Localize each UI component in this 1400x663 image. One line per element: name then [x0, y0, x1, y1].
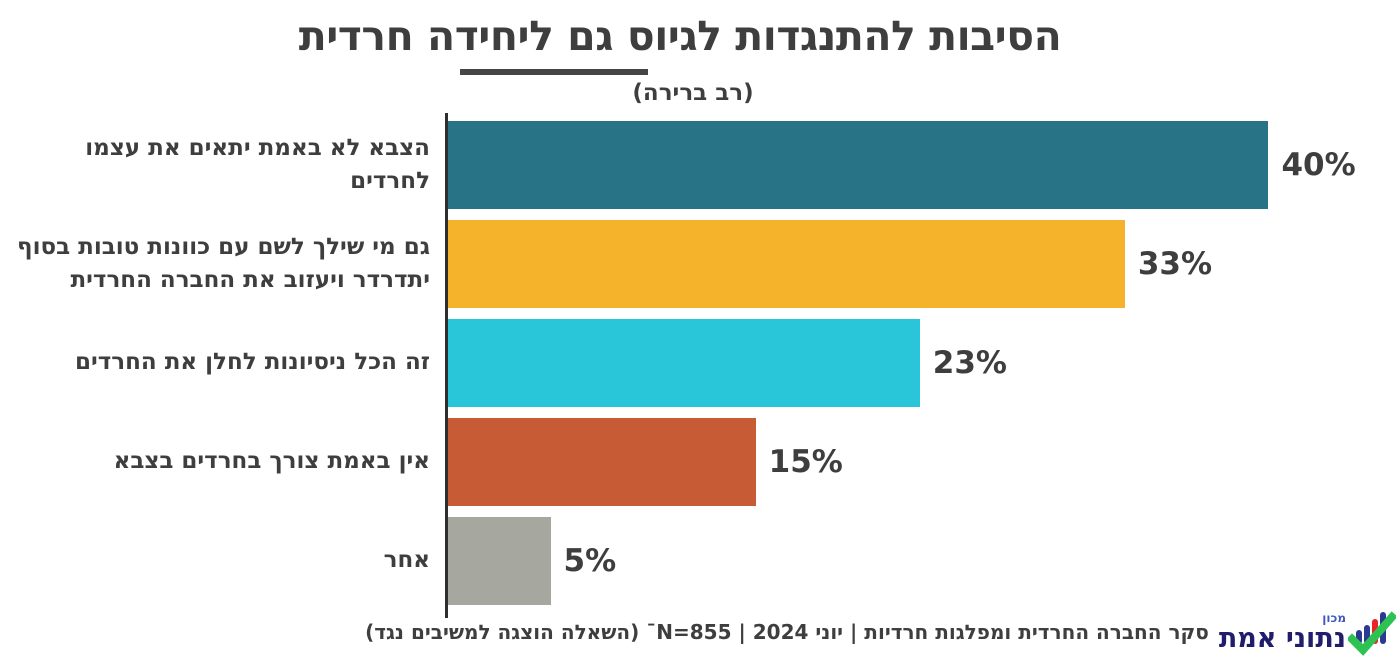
bar-row: הצבא לא באמת יתאים את עצמו לחרדים 40% [0, 121, 1400, 209]
value-label: 5% [563, 543, 617, 579]
value-label: 15% [768, 444, 843, 480]
bar [448, 418, 756, 506]
bar [448, 220, 1125, 308]
bar-row: זה הכל ניסיונות לחלן את החרדים 23% [0, 319, 1400, 407]
bar-chart-checkmark-icon [1348, 611, 1396, 656]
category-label: גם מי שילך לשם עם כוונות טובות בסוף יתדר… [17, 233, 430, 293]
logo-name: נתוני אמת [1218, 623, 1346, 654]
chart-title: הסיבות להתנגדות לגיוס גם ליחידה חרדית [298, 12, 1062, 60]
bar [448, 319, 920, 407]
category-label: אין באמת צורך בחרדים בצבא [113, 448, 430, 475]
footer: מכון נתוני אמת סקר החברה החרדית ומפלגות … [361, 603, 1396, 661]
logo: מכון נתוני אמת [1219, 606, 1396, 658]
bar-row: גם מי שילך לשם עם כוונות טובות בסוף יתדר… [0, 220, 1400, 308]
bar-area: 40% [448, 121, 1400, 209]
bar [448, 517, 551, 605]
logo-text: מכון נתוני אמת [1219, 612, 1346, 652]
title-underline [460, 69, 648, 75]
chart-rows: הצבא לא באמת יתאים את עצמו לחרדים 40% גם… [0, 121, 1400, 616]
bar-area: 15% [448, 418, 1400, 506]
bar-area: 5% [448, 517, 1400, 605]
bar-chart: הצבא לא באמת יתאים את עצמו לחרדים 40% גם… [0, 113, 1400, 633]
source-note: סקר החברה החרדית ומפלגות חרדיות | יוני 2… [365, 620, 1209, 644]
chart-subtitle: (רב ברירה) [632, 80, 754, 106]
bar-row: אין באמת צורך בחרדים בצבא 15% [0, 418, 1400, 506]
category-label: אחר [383, 547, 430, 574]
value-label: 23% [932, 345, 1007, 381]
bar-row: אחר 5% [0, 517, 1400, 605]
bar-area: 33% [448, 220, 1400, 308]
y-axis-line [445, 113, 448, 618]
bar [448, 121, 1269, 209]
category-label: זה הכל ניסיונות לחלן את החרדים [74, 349, 430, 376]
logo-tag: מכון [1322, 611, 1346, 625]
value-label: 40% [1281, 147, 1356, 183]
category-label: הצבא לא באמת יתאים את עצמו לחרדים [85, 134, 430, 194]
bar-area: 23% [448, 319, 1400, 407]
value-label: 33% [1137, 246, 1213, 282]
